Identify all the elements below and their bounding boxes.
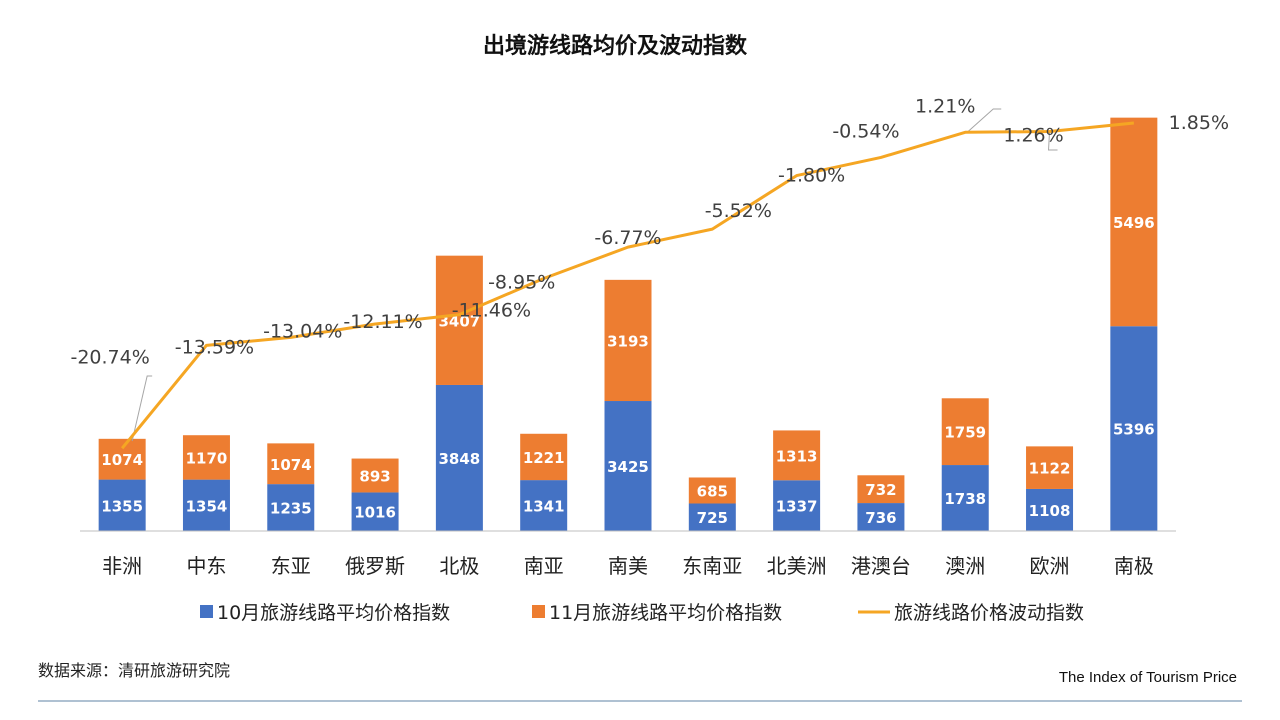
bar-oct-label-3: 1016 (354, 504, 396, 522)
line-label-1: -13.59% (175, 336, 254, 358)
bar-oct-5 (520, 480, 568, 531)
bar-oct-9 (857, 503, 905, 531)
category-label-6: 南美 (608, 554, 648, 578)
bar-oct-8 (773, 480, 821, 531)
category-labels: 非洲 中东 东亚 俄罗斯 北极 南亚 南美 东南亚 北美洲 港澳台 澳洲 欧洲 南极 (102, 554, 1154, 578)
category-label-7: 东南亚 (682, 554, 742, 578)
bar-oct-label-5: 1341 (523, 498, 565, 516)
category-label-12: 南极 (1114, 554, 1154, 578)
bars-layer: 1355107413541170123510741016893384834071… (98, 117, 1158, 531)
category-label-9: 港澳台 (851, 554, 911, 578)
line-label-4: -11.46% (452, 300, 531, 322)
bar-oct-1 (182, 479, 230, 531)
bar-nov-label-3: 893 (359, 467, 390, 485)
legend-nov-swatch (532, 605, 545, 618)
bar-nov-label-2: 1074 (270, 456, 312, 474)
line-label-9: -0.54% (832, 120, 899, 142)
bar-oct-label-8: 1337 (776, 498, 818, 516)
bar-nov-2 (267, 443, 315, 485)
leader-lines (131, 108, 1058, 442)
bar-nov-label-1: 1170 (186, 449, 228, 467)
line-label-8: -1.80% (778, 165, 845, 187)
bar-oct-12 (1110, 326, 1158, 531)
category-label-1: 中东 (186, 554, 226, 578)
bar-oct-label-9: 736 (865, 509, 896, 527)
bar-oct-label-10: 1738 (944, 490, 986, 508)
line-label-5: -8.95% (488, 272, 555, 294)
bar-oct-2 (267, 484, 315, 531)
bar-nov-label-10: 1759 (944, 424, 986, 442)
bar-nov-3 (351, 458, 399, 493)
bar-oct-label-1: 1354 (186, 497, 228, 515)
bar-nov-label-12: 5496 (1113, 214, 1155, 232)
legend: 10月旅游线路平均价格指数 11月旅游线路平均价格指数 旅游线路价格波动指数 (200, 602, 1084, 624)
legend-fluctuation-label: 旅游线路价格波动指数 (894, 602, 1084, 624)
leader-line-11 (1048, 131, 1058, 151)
bar-nov-label-6: 3193 (607, 332, 649, 350)
bar-oct-3 (351, 492, 399, 531)
bar-nov-label-11: 1122 (1029, 460, 1071, 478)
line-label-6: -6.77% (594, 227, 661, 249)
bar-nov-5 (520, 433, 568, 481)
leader-line-10 (966, 108, 1002, 133)
bar-nov-0 (98, 438, 146, 480)
bar-oct-label-6: 3425 (607, 458, 649, 476)
bar-oct-11 (1026, 488, 1074, 531)
bar-nov-11 (1026, 446, 1074, 489)
bar-nov-9 (857, 475, 905, 504)
bar-nov-1 (182, 435, 230, 480)
brand-text: The Index of Tourism Price (1059, 669, 1237, 686)
bar-oct-label-12: 5396 (1113, 421, 1155, 439)
bar-nov-12 (1110, 117, 1158, 327)
bar-nov-label-7: 685 (697, 482, 728, 500)
bar-oct-7 (688, 503, 736, 531)
line-label-11: 1.26% (1003, 125, 1063, 147)
chart-title: 出境游线路均价及波动指数 (483, 33, 748, 59)
bar-oct-label-7: 725 (697, 509, 728, 527)
line-label-10: 1.21% (915, 95, 975, 117)
bar-oct-label-0: 1355 (101, 497, 143, 515)
category-label-3: 俄罗斯 (345, 554, 405, 578)
category-label-11: 欧洲 (1030, 554, 1070, 578)
category-label-8: 北美洲 (767, 554, 827, 578)
bar-nov-label-9: 732 (865, 481, 896, 499)
line-label-3: -12.11% (343, 311, 422, 333)
bar-oct-6 (604, 401, 652, 531)
line-label-2: -13.04% (263, 320, 342, 342)
legend-nov-label: 11月旅游线路平均价格指数 (549, 602, 782, 624)
fluctuation-line (120, 121, 1134, 450)
bar-oct-0 (98, 479, 146, 531)
category-label-2: 东亚 (271, 554, 311, 578)
line-label-7: -5.52% (705, 200, 772, 222)
bar-oct-label-4: 3848 (439, 450, 481, 468)
bar-nov-10 (941, 398, 989, 466)
legend-oct-swatch (200, 605, 213, 618)
bar-nov-4 (435, 255, 483, 385)
bar-oct-10 (941, 465, 989, 531)
category-label-10: 澳洲 (945, 554, 985, 578)
category-label-5: 南亚 (524, 554, 564, 578)
bar-nov-label-0: 1074 (101, 451, 143, 469)
bar-nov-7 (688, 477, 736, 504)
line-label-12: 1.85% (1169, 112, 1229, 134)
legend-oct-label: 10月旅游线路平均价格指数 (217, 602, 450, 624)
category-label-4: 北极 (439, 554, 479, 578)
bar-nov-6 (604, 279, 652, 402)
bar-nov-label-8: 1313 (776, 447, 818, 465)
line-series: -20.74% -13.59% -13.04% -12.11% -11.46% -8.95… (70, 95, 1229, 450)
bar-oct-label-2: 1235 (270, 500, 312, 518)
source-note: 数据来源：清研旅游研究院 (38, 661, 230, 680)
bar-nov-label-5: 1221 (523, 449, 565, 467)
leader-line-0 (131, 375, 153, 442)
bar-nov-8 (773, 430, 821, 481)
line-label-0: -20.74% (70, 346, 149, 368)
category-label-0: 非洲 (102, 554, 142, 578)
bar-oct-label-11: 1108 (1029, 502, 1071, 520)
bar-oct-4 (435, 384, 483, 531)
